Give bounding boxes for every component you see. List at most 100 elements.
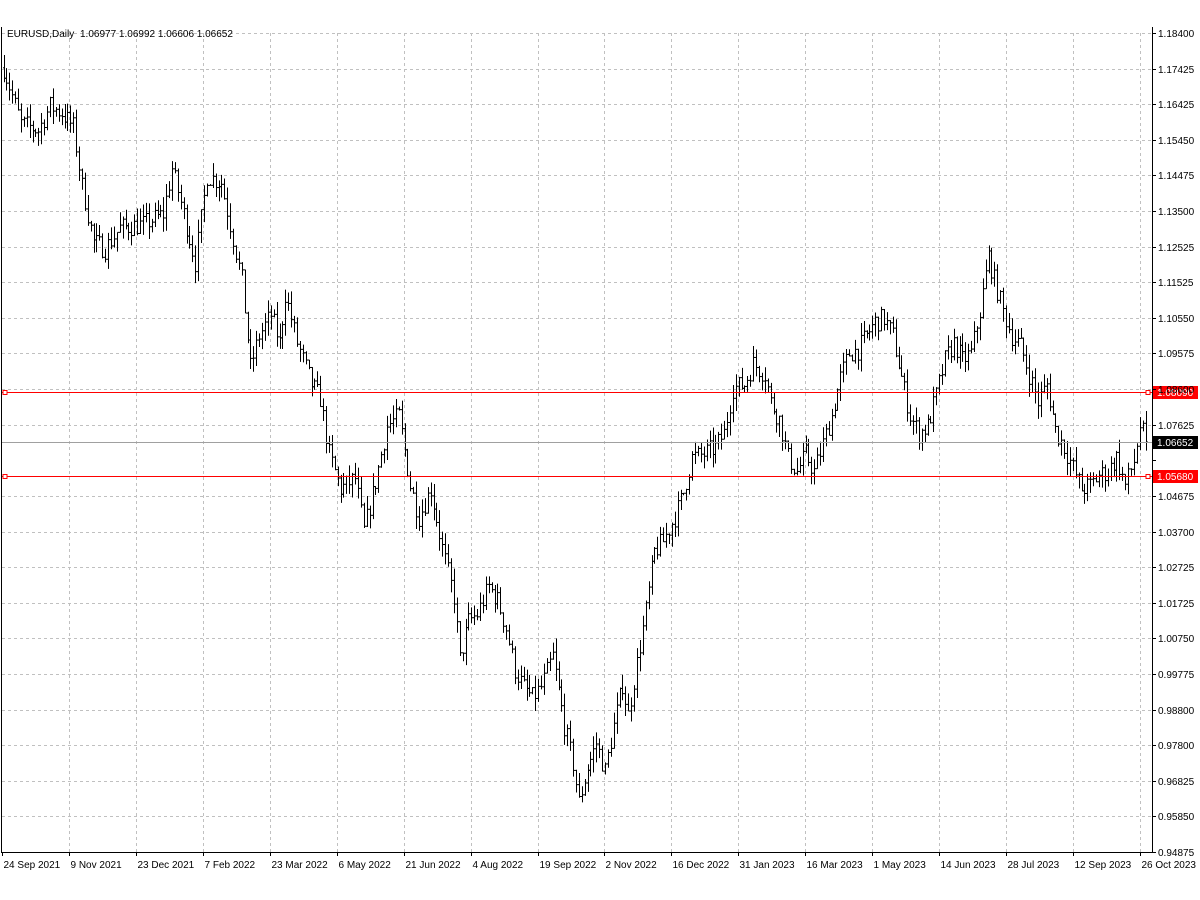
ohlc-bar [252,346,255,372]
x-tick-label: 16 Dec 2022 [673,860,730,871]
x-tick-label: 24 Sep 2021 [4,860,61,871]
ohlc-bar [1139,417,1142,451]
line-anchor-right [1145,474,1151,479]
ohlc-bar [401,400,404,435]
ohlc-bar [807,438,810,467]
ohlc-bar [703,446,706,469]
ohlc-bar [892,316,895,333]
ohlc-bar [459,621,462,657]
x-tick-label: 16 Mar 2023 [807,860,864,871]
ohlc-bar [421,499,424,538]
ohlc-bar [639,639,642,672]
ohlc-bar [180,184,183,210]
ohlc-bar [1002,287,1005,322]
x-tick-label: 9 Nov 2021 [71,860,123,871]
ohlc-bar [238,251,241,270]
ohlc-bar [990,247,993,285]
ohlc-bar [485,576,488,610]
ohlc-bar [438,510,441,551]
ohlc-bar [290,291,293,328]
line-anchor-left [2,474,8,479]
ohlc-bar [924,424,927,443]
ohlc-bar [688,474,691,495]
ohlc-bar [1142,420,1145,432]
y-tick-label: 1.09575 [1158,349,1195,360]
ohlc-bar [1008,313,1011,334]
line-anchor-right [1145,390,1151,395]
ohlc-bar [462,652,465,662]
ohlc-bar [168,181,171,199]
ohlc-bar [386,415,389,460]
ohlc-bar [691,451,694,481]
ohlc-bar [308,359,311,370]
ohlc-bar [964,342,967,372]
ohlc-bar [822,427,825,462]
ohlc-bar [215,173,218,197]
ohlc-bar [645,600,648,631]
ohlc-bar [1095,474,1098,483]
ohlc-bar [377,464,380,493]
ohlc-bar [488,576,491,594]
y-tick-label: 0.94875 [1158,848,1195,859]
ohlc-bar [720,423,723,450]
ohlc-bar [90,220,93,232]
ohlc-bar [212,163,215,188]
ohlc-bar [342,472,345,498]
ohlc-bar [66,103,69,131]
ohlc-bar [993,261,996,287]
ohlc-bar [584,778,587,796]
ohlc-bar [43,119,46,136]
chart-frame [1,27,1153,853]
ohlc-bar [305,351,308,365]
ohlc-bar [770,382,773,404]
ohlc-bar [479,592,482,621]
ohlc-bar [802,441,805,476]
ohlc-bar [116,231,119,252]
ohlc-bar [781,414,784,451]
ohlc-bar [1072,457,1075,472]
ohlc-bar [34,128,37,137]
chart-symbol: EURUSD,Daily [7,29,74,40]
ohlc-bar [941,363,944,385]
ohlc-bar [909,404,912,426]
ohlc-bar [127,222,130,241]
y-tick-label: 1.18400 [1158,29,1195,40]
ohlc-bar [249,329,252,369]
ohlc-bar [950,339,953,363]
ohlc-bar [95,223,98,253]
ohlc-bar [842,352,845,383]
ohlc-bar [592,736,595,773]
ohlc-bar [104,248,107,263]
ohlc-bar [671,522,674,547]
ohlc-bar [270,305,273,330]
ohlc-bar [313,378,316,390]
x-tick-label: 26 Oct 2023 [1142,860,1197,871]
ohlc-bar [325,405,328,454]
ohlc-bar [293,315,296,333]
ohlc-bar [1089,472,1092,493]
ohlc-bar [392,405,395,435]
ohlc-bar [520,665,523,690]
ohlc-bar [441,531,444,557]
ohlc-bar [502,612,505,633]
ohlc-bar [709,430,712,459]
ohlc-bar [139,208,142,235]
ohlc-bar [796,457,799,476]
ohlc-bar [328,435,331,453]
y-tick-label: 1.14475 [1158,171,1195,182]
time-axis: 24 Sep 2021 9 Nov 2021 23 Dec 2021 7 Feb 20… [2,852,1197,871]
ohlc-bar [534,675,537,711]
ohlc-bar [264,313,267,341]
ohlc-bar [706,439,709,462]
ohlc-bar [244,269,247,314]
ohlc-bar [1104,464,1107,492]
ohlc-bar [29,104,32,139]
ohlc-bar [511,640,514,654]
ohlc-bar [354,462,357,485]
ohlc-bar [636,648,639,698]
ohlc-bar [819,441,822,466]
ohlc-bar [261,322,264,350]
chart-ohlc: 1.06977 1.06992 1.06606 1.06652 [80,29,233,40]
line-anchor-left [2,390,8,395]
ohlc-bar [1046,378,1049,400]
